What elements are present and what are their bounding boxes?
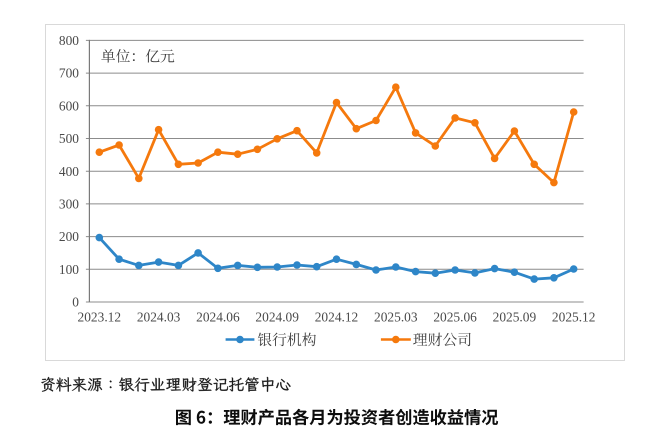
svg-text:2024.03: 2024.03 xyxy=(137,309,181,324)
svg-text:200: 200 xyxy=(59,229,79,244)
svg-text:2025.12: 2025.12 xyxy=(552,309,596,324)
svg-text:800: 800 xyxy=(59,33,79,48)
svg-text:2025.03: 2025.03 xyxy=(374,309,418,324)
svg-text:600: 600 xyxy=(59,98,79,113)
svg-text:2025.09: 2025.09 xyxy=(493,309,537,324)
svg-text:0: 0 xyxy=(72,295,79,310)
svg-text:100: 100 xyxy=(59,262,79,277)
svg-text:300: 300 xyxy=(59,197,79,212)
svg-text:2024.06: 2024.06 xyxy=(196,309,240,324)
svg-text:2023.12: 2023.12 xyxy=(78,309,122,324)
svg-text:500: 500 xyxy=(59,131,79,146)
svg-text:400: 400 xyxy=(59,164,79,179)
svg-text:700: 700 xyxy=(59,66,79,81)
svg-text:2024.09: 2024.09 xyxy=(255,309,299,324)
svg-text:2025.06: 2025.06 xyxy=(433,309,477,324)
svg-text:2024.12: 2024.12 xyxy=(315,309,359,324)
